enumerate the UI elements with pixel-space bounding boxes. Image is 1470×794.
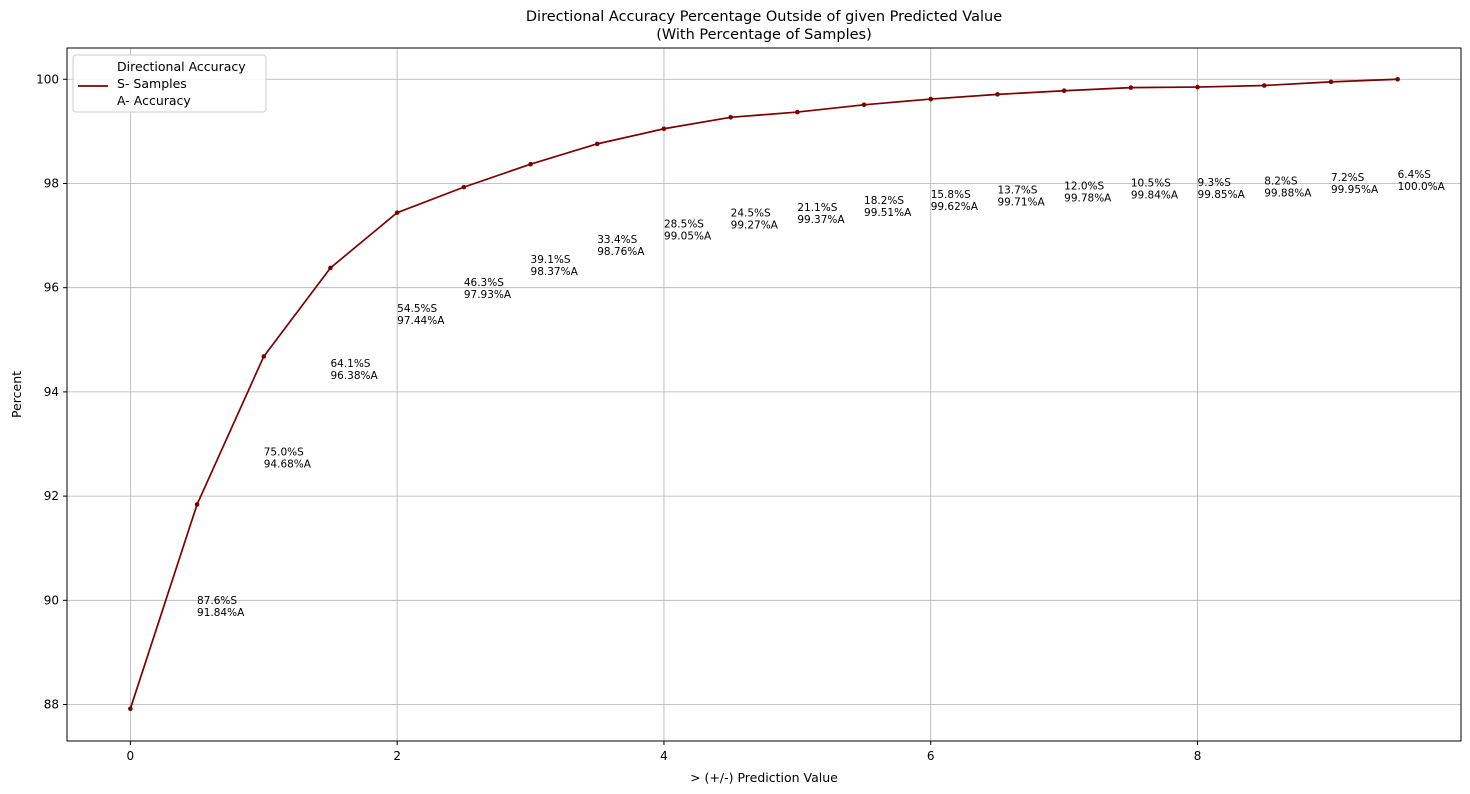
data-annotation: 12.0%S 99.78%A xyxy=(1064,181,1112,205)
legend-entry: A- Accuracy xyxy=(117,93,191,108)
x-axis: 0 2 4 6 8 xyxy=(127,741,1202,763)
data-annotation: 24.5%S 99.27%A xyxy=(731,207,779,231)
data-point xyxy=(661,126,667,132)
data-annotation: 9.3%S 99.85%A xyxy=(1198,177,1246,201)
y-tick-label: 90 xyxy=(44,593,59,607)
data-point xyxy=(1061,88,1067,94)
x-tick-label: 6 xyxy=(927,749,935,763)
data-point xyxy=(728,115,733,120)
data-point xyxy=(394,210,400,215)
data-point xyxy=(1195,84,1200,90)
data-point xyxy=(1328,79,1334,85)
data-annotation: 39.1%S 98.37%A xyxy=(531,254,579,278)
data-point xyxy=(461,184,467,190)
data-annotation: 87.6%S 91.84%A xyxy=(197,595,245,619)
data-annotation: 21.1%S 99.37%A xyxy=(797,202,845,226)
chart-title: Directional Accuracy Percentage Outside … xyxy=(526,9,1002,25)
y-tick-label: 98 xyxy=(44,176,59,190)
y-tick-label: 96 xyxy=(44,281,59,295)
x-tick-label: 0 xyxy=(127,749,135,763)
data-annotation: 15.8%S 99.62%A xyxy=(931,189,979,213)
x-tick-label: 2 xyxy=(393,749,401,763)
data-point xyxy=(1395,76,1400,82)
legend-box xyxy=(72,54,267,113)
data-annotation: 7.2%S 99.95%A xyxy=(1331,172,1379,196)
data-point xyxy=(861,102,867,108)
data-annotation: 64.1%S 96.38%A xyxy=(330,358,378,382)
data-annotation: 75.0%S 94.68%A xyxy=(264,446,312,470)
data-point xyxy=(261,354,267,359)
data-point xyxy=(1261,83,1267,88)
data-point xyxy=(194,502,200,507)
y-tick-label: 94 xyxy=(44,385,59,399)
data-annotation: 33.4%S 98.76%A xyxy=(597,234,645,258)
data-annotation: 28.5%S 99.05%A xyxy=(664,219,712,243)
data-annotation: 18.2%S 99.51%A xyxy=(864,195,912,219)
data-annotation: 46.3%S 97.93%A xyxy=(464,277,512,301)
data-annotation: 8.2%S 99.88%A xyxy=(1264,176,1312,200)
data-point xyxy=(995,92,1000,97)
legend: Directional Accuracy S- Samples A- Accur… xyxy=(72,54,267,113)
legend-entry: S- Samples xyxy=(117,76,187,91)
series-line xyxy=(129,78,1398,709)
y-tick-label: 88 xyxy=(44,698,59,712)
data-point xyxy=(528,161,533,167)
grid xyxy=(67,48,1461,741)
data-annotation: 54.5%S 97.44%A xyxy=(397,303,445,327)
legend-entry: Directional Accuracy xyxy=(117,59,246,74)
data-point xyxy=(594,141,600,147)
x-tick-label: 8 xyxy=(1194,749,1202,763)
plot-frame xyxy=(66,47,1462,742)
data-annotation: 6.4%S 100.0%A xyxy=(1398,169,1446,193)
data-annotation: 13.7%S 99.71%A xyxy=(997,184,1045,208)
x-axis-label: > (+/-) Prediction Value xyxy=(690,770,838,785)
annotations: 87.6%S 91.84%A 75.0%S 94.68%A 64.1%S 96.38%A 5… xyxy=(197,169,1446,619)
x-tick-label: 4 xyxy=(660,749,668,763)
data-point xyxy=(128,706,133,711)
data-annotation: 10.5%S 99.84%A xyxy=(1131,178,1179,202)
data-point xyxy=(1128,85,1134,90)
series-line-group xyxy=(128,76,1400,711)
y-tick-label: 92 xyxy=(44,489,59,503)
y-tick-label: 100 xyxy=(36,72,59,86)
data-point xyxy=(795,109,800,115)
y-axis: 88 90 92 94 96 98 100 xyxy=(36,72,67,712)
chart-subtitle: (With Percentage of Samples) xyxy=(656,27,872,43)
y-axis-label: Percent xyxy=(9,371,24,418)
data-point xyxy=(928,96,934,102)
data-point xyxy=(328,265,333,271)
